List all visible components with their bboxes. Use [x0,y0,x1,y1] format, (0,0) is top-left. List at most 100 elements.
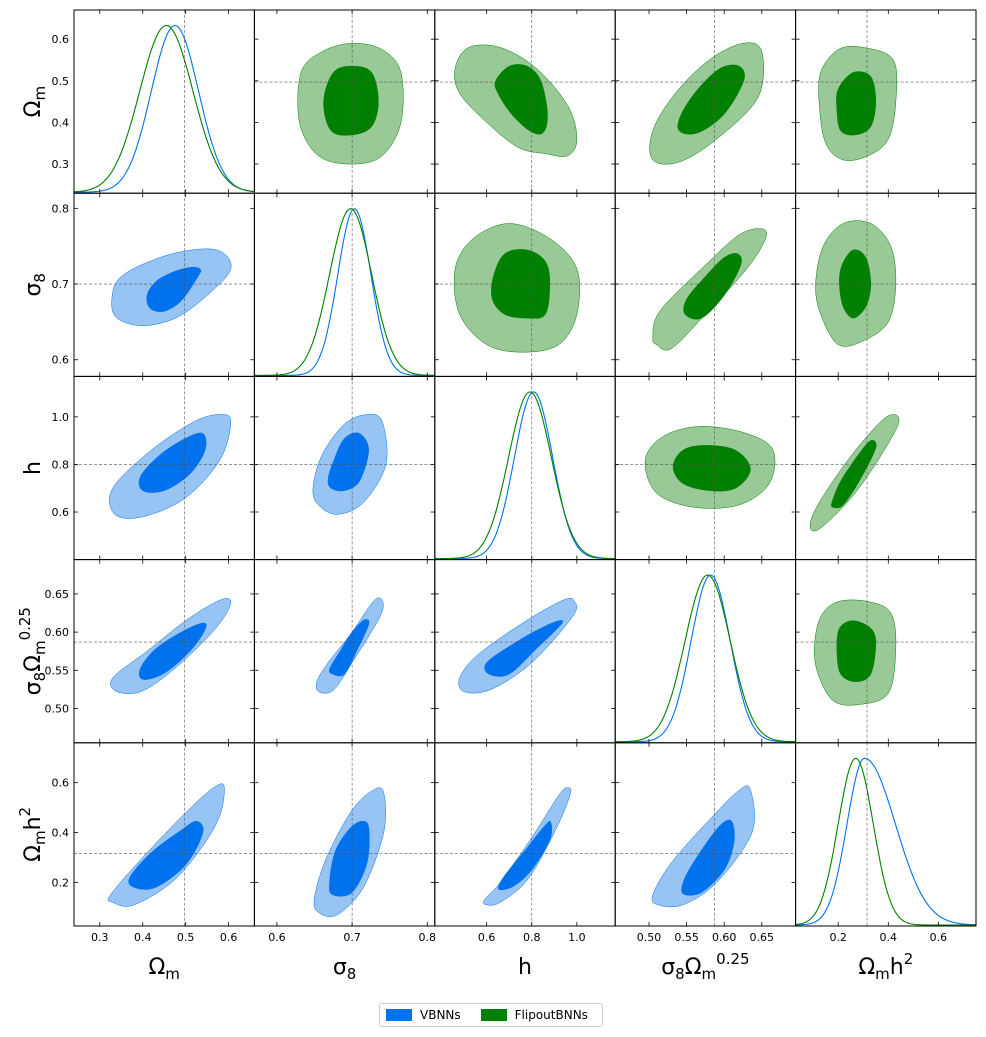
axis-label-part: Ω [21,655,46,672]
y-tick-label-om-2: 0.5 [52,75,70,88]
legend-swatch-vbnns [386,1009,412,1021]
contour-inner-flipout-r1-c3 [683,253,742,320]
legend-label-vbnns: VBNNs [420,1008,461,1022]
panel-frame-r1-c1 [253,192,436,377]
y-tick-label-h-0: 0.6 [52,506,70,519]
contour-inner-vbnns-r4-c3 [681,819,735,896]
y-tick-label-om-1: 0.4 [52,116,70,129]
contour-outer-vbnns-r4-c3 [651,785,755,908]
panel-frame-r2-c4 [795,375,977,561]
marginal-curve-vbnns-s8om [615,574,796,743]
marginal-curve-vbnns-h [434,391,616,560]
contour-inner-flipout-r2-c3 [672,445,751,492]
contour-inner-vbnns-r4-c1 [329,820,370,897]
x-tick-label-s8-0: 0.6 [268,931,286,944]
axis-label-part: Ω [21,101,46,118]
legend: VBNNs FlipoutBNNs [379,1003,603,1027]
contour-inner-flipout-r1-c4 [839,249,872,319]
y-tick-label-h-2: 1.0 [52,411,70,424]
x-tick-label-omh2-2: 0.6 [930,931,948,944]
panel-frame-r2-c2 [434,375,616,561]
contour-inner-vbnns-r1-c0 [146,266,202,312]
legend-label-flipoutbnns: FlipoutBNNs [514,1008,588,1022]
axis-label-part: 8 [347,965,357,983]
x-axis-label-om: Ωm [148,955,179,983]
axis-label-part: 0.25 [716,950,749,968]
axis-label-part: m [31,86,49,101]
x-axis-label-s8om: σ8Ωm0.25 [661,950,749,983]
x-axis-label-h: h [518,955,532,980]
x-tick-label-h-2: 1.0 [568,931,586,944]
y-tick-label-s8om-0: 0.50 [45,702,70,715]
contour-inner-flipout-r0-c4 [836,71,877,136]
contour-inner-vbnns-r3-c1 [328,619,370,677]
y-tick-label-om-0: 0.3 [52,158,70,171]
marginal-curve-flipout-s8om [615,574,796,743]
x-axis-label-omh2: Ωmh2 [858,950,913,983]
contour-outer-vbnns-r4-c2 [483,787,572,906]
y-axis-label-h: h [21,461,46,475]
axis-label-part: h [518,955,532,980]
axis-label-part: 2 [16,807,34,817]
axis-label-part: 8 [675,965,685,983]
y-tick-label-s8-2: 0.8 [52,202,70,215]
axis-label-part: Ω [148,955,165,980]
x-tick-label-s8-2: 0.8 [419,931,437,944]
axis-label-part: σ [333,955,347,980]
axis-label-part: 0.25 [16,607,34,640]
axis-label-part: 2 [904,950,914,968]
y-tick-label-omh2-0: 0.2 [52,876,70,889]
axis-label-part: h [21,461,46,475]
x-tick-label-s8om-1: 0.55 [674,931,699,944]
panel-frame-r3-c3 [614,559,797,744]
marginal-curve-vbnns-om [74,24,255,193]
y-tick-label-omh2-1: 0.4 [52,827,70,840]
contour-inner-vbnns-r4-c2 [498,820,553,891]
y-axis-label-omh2: Ωmh2 [16,807,49,862]
y-tick-label-h-1: 0.8 [52,458,70,471]
legend-item-flipoutbnns: FlipoutBNNs [480,1008,588,1022]
x-tick-label-s8om-0: 0.50 [637,931,662,944]
axis-label-part: m [31,640,49,655]
panel-frame-r0-c0 [73,9,255,194]
axis-label-part: σ [21,283,46,297]
x-tick-label-s8om-3: 0.65 [750,931,775,944]
corner-plot: 0.3 0.4 0.5 0.6 0.6 0.7 0.8 0.6 0.8 1.0 0.50 0.55 0.… [16,9,977,983]
x-tick-label-om-3: 0.6 [220,931,238,944]
axis-label-part: σ [661,955,675,980]
contour-inner-vbnns-r2-c0 [138,432,207,493]
axis-label-part: h [890,955,904,980]
axis-label-part: m [31,830,49,845]
y-tick-label-om-3: 0.6 [52,33,70,46]
contour-inner-flipout-r2-c4 [831,440,877,509]
panel-frame-r4-c2 [434,742,616,927]
axis-label-part: 8 [31,273,49,283]
axis-label-part: σ [21,681,46,695]
marginal-curve-flipout-h [434,391,616,560]
x-tick-label-omh2-1: 0.4 [880,931,898,944]
y-axis-label-s8om: σ8Ωm0.25 [16,607,49,695]
y-axis-label-s8: σ8 [21,273,49,297]
x-tick-label-om-1: 0.4 [134,931,152,944]
x-tick-label-om-2: 0.5 [177,931,195,944]
x-tick-label-h-1: 0.8 [523,931,541,944]
axis-label-part: m [165,965,180,983]
legend-swatch-flipoutbnns [480,1009,507,1021]
x-tick-label-omh2-0: 0.2 [829,931,847,944]
x-tick-label-s8-1: 0.7 [343,931,361,944]
legend-item-vbnns: VBNNs [386,1008,461,1022]
contour-inner-vbnns-r2-c1 [327,432,369,492]
axis-label-part: Ω [21,845,46,862]
contour-inner-flipout-r0-c1 [323,65,379,136]
x-tick-label-om-0: 0.3 [91,931,109,944]
y-axis-label-om: Ωm [21,86,49,117]
axis-label-part: m [702,965,717,983]
contour-inner-vbnns-r3-c0 [139,622,207,680]
x-tick-label-h-0: 0.6 [478,931,496,944]
contour-inner-flipout-r0-c2 [494,64,548,135]
contour-inner-vbnns-r4-c0 [128,821,204,890]
marginal-curve-flipout-omh2 [795,757,976,926]
marginal-curve-vbnns-s8 [254,208,435,376]
contour-inner-flipout-r3-c4 [836,620,877,682]
y-tick-label-s8-1: 0.7 [52,278,70,291]
